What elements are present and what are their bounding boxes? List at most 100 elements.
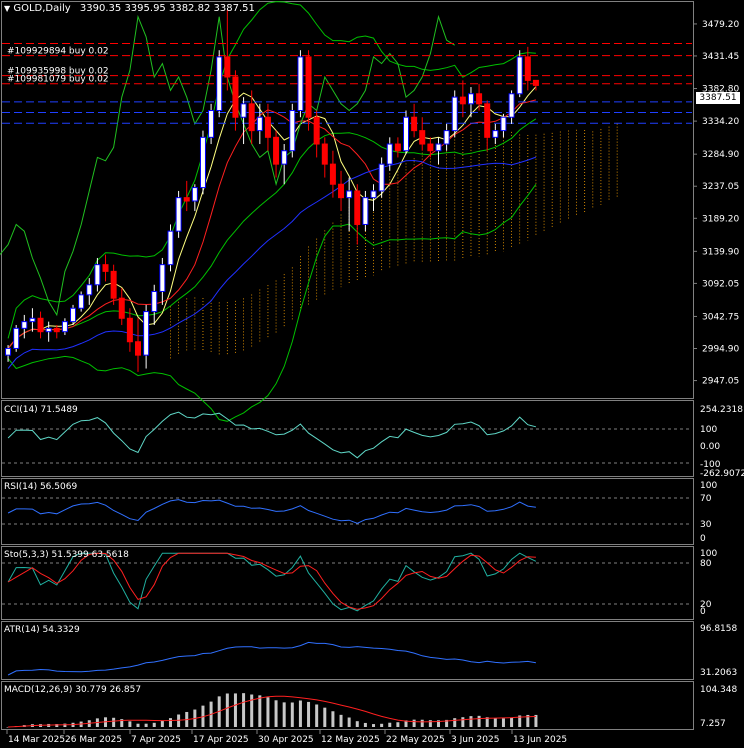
candle-body bbox=[273, 136, 280, 165]
panel-scale-label: 96.8158 bbox=[700, 624, 737, 634]
candle-body bbox=[394, 143, 401, 152]
candle-body bbox=[118, 297, 125, 319]
macd-bar bbox=[412, 719, 416, 727]
macd-bar bbox=[347, 717, 351, 727]
candle-body bbox=[305, 56, 312, 118]
date-tick-label: 14 Mar 2025 bbox=[8, 735, 65, 745]
panel-scale-label: 100 bbox=[700, 481, 717, 491]
price-tick-label: 3092.05 bbox=[702, 279, 739, 289]
candle-body bbox=[289, 110, 296, 152]
indicator-lines bbox=[0, 1, 537, 422]
macd-bar bbox=[120, 719, 124, 727]
candle-body bbox=[224, 56, 231, 78]
macd-bar bbox=[225, 693, 229, 727]
candle-body bbox=[159, 264, 166, 292]
candle-body bbox=[29, 317, 36, 323]
macd-bar bbox=[331, 711, 335, 727]
candle-body bbox=[354, 190, 361, 225]
price-tick-label: 3334.20 bbox=[702, 117, 739, 127]
candle-body bbox=[516, 56, 523, 95]
macd-bar bbox=[518, 715, 522, 727]
triangle-down-icon[interactable]: ▼ bbox=[4, 4, 11, 13]
macd-label: MACD(12,26,9) 30.779 26.857 bbox=[4, 685, 142, 695]
candle-body bbox=[61, 321, 68, 333]
cci-label: CCI(14) 71.5489 bbox=[4, 405, 78, 415]
ichimoku-cloud bbox=[170, 123, 618, 361]
candle-body bbox=[256, 116, 263, 132]
candle-body bbox=[167, 230, 174, 266]
candle-body bbox=[297, 56, 304, 112]
order-label: #109981079 buy 0.02 bbox=[7, 75, 109, 85]
date-tick-label: 7 Apr 2025 bbox=[131, 735, 181, 745]
macd-bar bbox=[250, 694, 254, 727]
macd-bar bbox=[493, 718, 497, 727]
price-tick-label: 3284.90 bbox=[702, 150, 739, 160]
panel-scale-label: 100 bbox=[700, 549, 717, 559]
candle-body bbox=[532, 79, 539, 86]
candle-body bbox=[199, 136, 206, 189]
candle-body bbox=[248, 103, 255, 132]
price-tick-label: 3431.45 bbox=[702, 52, 739, 62]
candle-body bbox=[86, 284, 93, 296]
bollinger-lower bbox=[7, 184, 537, 422]
candle-body bbox=[476, 93, 483, 105]
candle-body bbox=[370, 190, 377, 199]
panel-scale-label: -100 bbox=[700, 460, 721, 470]
panel-frames bbox=[1, 1, 694, 730]
date-tick-label: 26 Mar 2025 bbox=[65, 735, 122, 745]
macd-bar bbox=[469, 716, 473, 727]
candle-body bbox=[102, 264, 109, 272]
macd-bar bbox=[355, 721, 359, 727]
price-tick-label: 2994.90 bbox=[702, 345, 739, 355]
candle-body bbox=[21, 321, 28, 329]
macd-bar bbox=[55, 724, 59, 727]
macd-bar bbox=[274, 700, 278, 727]
panel-scale-label: 7.257 bbox=[700, 719, 726, 729]
candle-body bbox=[419, 130, 426, 145]
macd-bar bbox=[461, 717, 465, 727]
date-tick-label: 3 Jun 2025 bbox=[451, 735, 499, 745]
macd-bar bbox=[445, 719, 449, 727]
chart-header: ▼ GOLD,Daily 3390.35 3395.95 3382.82 338… bbox=[4, 3, 255, 14]
macd-bar bbox=[420, 719, 424, 727]
candle-body bbox=[13, 327, 20, 349]
price-tick-label: 3042.75 bbox=[702, 312, 739, 322]
candle-body bbox=[346, 190, 353, 199]
price-tick-label: 3382.80 bbox=[702, 85, 739, 95]
macd-bar bbox=[258, 695, 262, 727]
candle-body bbox=[459, 96, 466, 105]
candle-body bbox=[110, 270, 117, 299]
candle-body bbox=[53, 327, 60, 333]
macd-bar bbox=[453, 718, 457, 727]
candle-body bbox=[37, 317, 44, 333]
candle-body bbox=[500, 116, 507, 132]
candle-body bbox=[45, 327, 52, 333]
order-lines[interactable]: #109929894 buy 0.02 #109935998 buy 0.02#1… bbox=[2, 43, 692, 124]
candle-body bbox=[467, 93, 474, 105]
macd-bar bbox=[160, 720, 164, 727]
macd-bar bbox=[526, 714, 530, 727]
candle-body bbox=[508, 93, 515, 118]
candle-body bbox=[403, 116, 409, 152]
price-tick-label: 3479.20 bbox=[702, 20, 739, 30]
candle-body bbox=[5, 347, 12, 356]
macd-bar bbox=[144, 723, 148, 727]
date-tick-label: 30 Apr 2025 bbox=[258, 735, 314, 745]
macd-bar bbox=[501, 718, 505, 727]
ohlc-values: 3390.35 3395.95 3382.82 3387.51 bbox=[79, 3, 255, 14]
candlesticks bbox=[5, 10, 539, 372]
macd-signal-line bbox=[8, 695, 536, 728]
date-tick-label: 22 May 2025 bbox=[386, 735, 445, 745]
date-tick-label: 12 May 2025 bbox=[321, 735, 380, 745]
macd-bar bbox=[477, 715, 481, 727]
macd-bar bbox=[436, 720, 440, 727]
macd-bar bbox=[282, 702, 286, 727]
macd-bar bbox=[315, 704, 319, 727]
candle-body bbox=[411, 116, 418, 132]
atr-label: ATR(14) 54.3329 bbox=[4, 625, 80, 635]
candle-body bbox=[126, 317, 133, 343]
symbol-label: GOLD,Daily bbox=[13, 3, 71, 14]
candle-body bbox=[321, 143, 328, 165]
price-tick-label: 3237.05 bbox=[702, 182, 739, 192]
